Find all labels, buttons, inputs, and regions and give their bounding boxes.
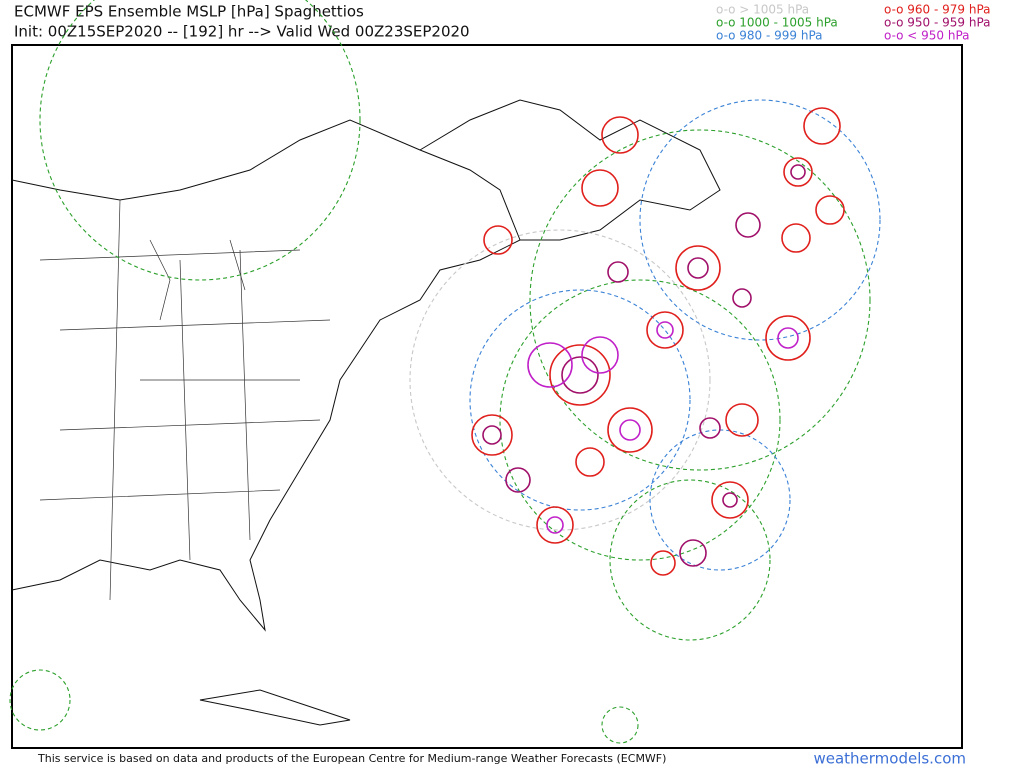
- subtitle: Init: 00Z15SEP2020 -- [192] hr --> Valid…: [14, 23, 470, 41]
- ensemble-contours: [9, 0, 881, 744]
- legend-entry: o-o 980 - 999 hPa: [716, 29, 823, 43]
- low-centers: [471, 107, 845, 576]
- map-frame: [11, 44, 963, 749]
- credit: This service is based on data and produc…: [37, 752, 666, 765]
- legend-entry: o-o 950 - 959 hPa: [884, 16, 991, 30]
- title: ECMWF EPS Ensemble MSLP [hPa] Spaghettio…: [14, 3, 364, 21]
- coastline: [11, 99, 721, 726]
- legend-entry: o-o > 1005 hPa: [716, 3, 809, 17]
- legend-entry: o-o 1000 - 1005 hPa: [716, 16, 838, 30]
- legend-entry: o-o < 950 hPa: [884, 29, 970, 43]
- site-link[interactable]: weathermodels.com: [813, 750, 966, 768]
- legend-entry: o-o 960 - 979 hPa: [884, 3, 991, 17]
